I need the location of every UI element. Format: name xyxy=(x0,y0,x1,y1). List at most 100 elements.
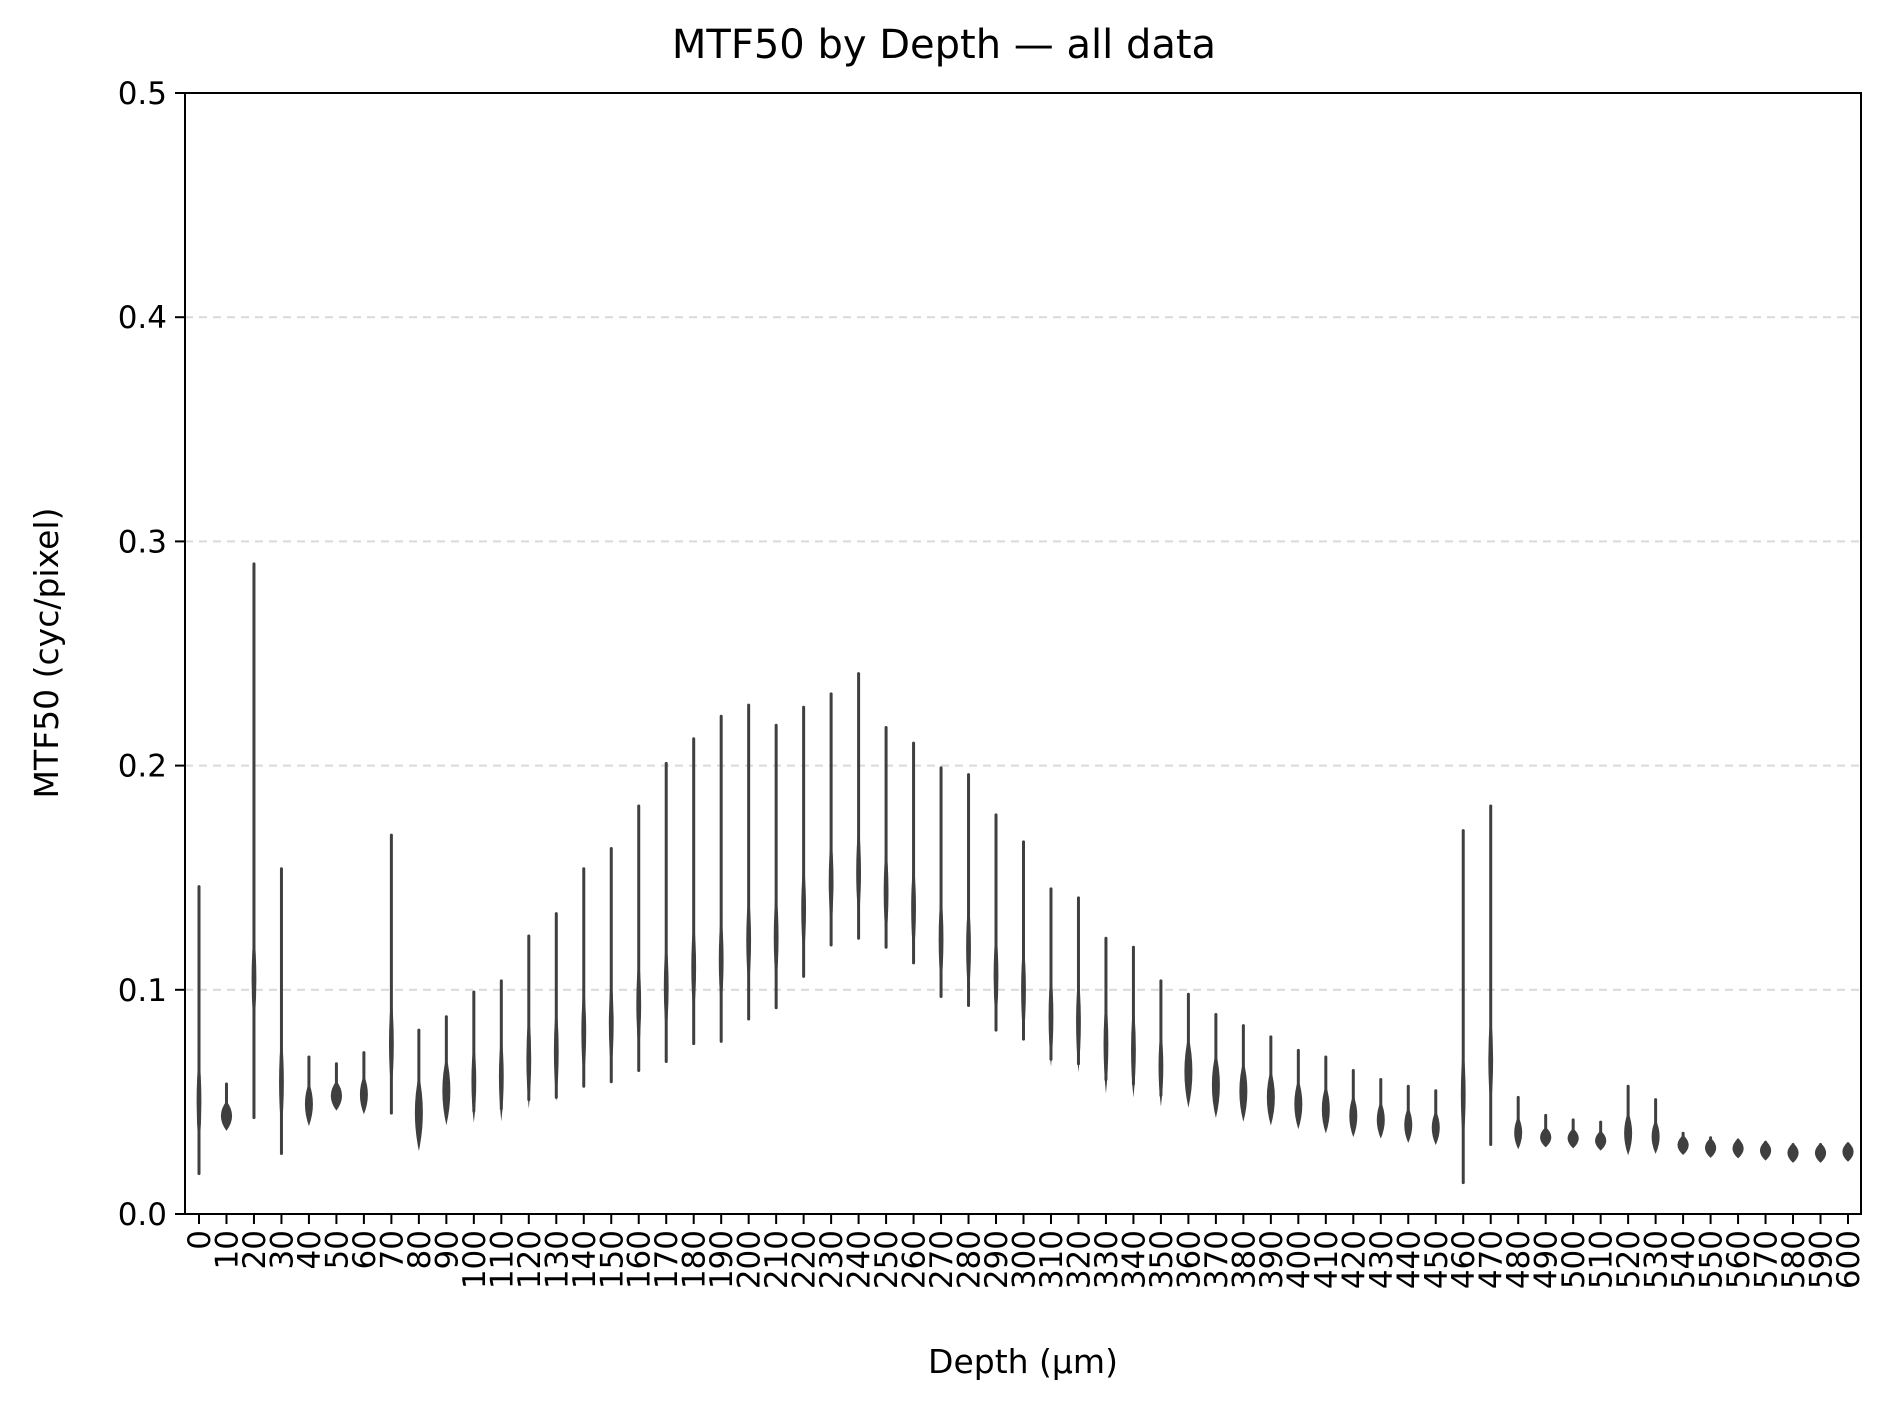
x-tick-label: 310 xyxy=(1034,1230,1070,1289)
violin-400 xyxy=(1294,1048,1303,1130)
violin-10 xyxy=(220,1082,233,1131)
violin-450 xyxy=(1431,1089,1440,1145)
violin-60 xyxy=(359,1051,368,1115)
violin-body xyxy=(1567,1128,1579,1149)
x-tick-label: 50 xyxy=(319,1230,355,1269)
x-tick-label: 20 xyxy=(237,1230,273,1269)
x-tick-label: 240 xyxy=(842,1230,878,1289)
violin-0 xyxy=(196,885,202,1176)
x-tick-label: 200 xyxy=(732,1230,768,1289)
plot-frame xyxy=(184,92,1862,1215)
violin-460 xyxy=(1460,829,1466,1185)
x-tick-label: 580 xyxy=(1776,1230,1812,1289)
violin-370 xyxy=(1211,1012,1220,1119)
x-tick-label: 520 xyxy=(1611,1230,1647,1289)
violin-body xyxy=(581,981,587,1082)
violin-body xyxy=(304,1082,313,1127)
violin-120 xyxy=(526,934,532,1109)
violin-body xyxy=(1131,1001,1136,1098)
x-tick-label: 90 xyxy=(429,1230,465,1269)
violin-100 xyxy=(471,990,477,1123)
violin-350 xyxy=(1158,979,1164,1107)
violin-body xyxy=(1294,1079,1303,1130)
x-tick-label: 60 xyxy=(347,1230,383,1269)
violin-body xyxy=(526,1008,532,1109)
x-tick-label: 110 xyxy=(484,1230,520,1289)
violin-body xyxy=(414,1074,423,1151)
violin-320 xyxy=(1076,896,1081,1073)
violin-body xyxy=(1842,1141,1854,1162)
violin-body xyxy=(746,890,752,991)
x-tick-label: 220 xyxy=(787,1230,823,1289)
x-tick-label: 150 xyxy=(594,1230,630,1289)
violin-body xyxy=(1759,1140,1772,1161)
x-tick-label: 560 xyxy=(1721,1230,1757,1289)
x-tick-label: 330 xyxy=(1089,1230,1125,1289)
violin-body xyxy=(388,993,394,1094)
violin-body xyxy=(1103,994,1109,1094)
violin-430 xyxy=(1376,1077,1385,1139)
x-tick-label: 120 xyxy=(512,1230,548,1289)
x-tick-label: 180 xyxy=(677,1230,713,1289)
y-tick-label: 0.1 xyxy=(118,973,167,1009)
violin-body xyxy=(828,832,834,933)
violin-body xyxy=(330,1080,343,1111)
violin-220 xyxy=(801,705,807,978)
x-tick-label: 0 xyxy=(182,1230,218,1250)
x-tick-label: 80 xyxy=(402,1230,438,1269)
x-tick-label: 130 xyxy=(539,1230,575,1289)
violin-340 xyxy=(1131,945,1136,1098)
violin-140 xyxy=(581,867,587,1088)
x-tick-label: 460 xyxy=(1446,1230,1482,1289)
violin-260 xyxy=(911,741,916,965)
violin-body xyxy=(1076,972,1081,1073)
x-tick-label: 380 xyxy=(1226,1230,1262,1289)
violin-body xyxy=(856,822,861,923)
violin-470 xyxy=(1488,804,1494,1146)
violin-250 xyxy=(883,725,889,949)
violin-body xyxy=(1514,1116,1523,1150)
x-tick-label: 230 xyxy=(814,1230,850,1289)
x-tick-label: 440 xyxy=(1391,1230,1427,1289)
violin-480 xyxy=(1514,1095,1523,1150)
violin-200 xyxy=(746,703,752,1021)
violin-body xyxy=(279,1032,284,1133)
violin-body xyxy=(471,1039,477,1123)
violin-380 xyxy=(1239,1024,1248,1122)
x-tick-label: 500 xyxy=(1556,1230,1592,1289)
violin-body xyxy=(1488,1009,1494,1110)
x-tick-label: 370 xyxy=(1199,1230,1235,1289)
x-tick-label: 450 xyxy=(1419,1230,1455,1289)
violin-body xyxy=(883,842,889,943)
violin-body xyxy=(1460,1044,1466,1145)
x-tick-label: 410 xyxy=(1309,1230,1345,1289)
x-tick-label: 100 xyxy=(457,1230,493,1289)
violin-body xyxy=(498,1031,504,1122)
violin-520 xyxy=(1624,1084,1633,1156)
violin-body xyxy=(1732,1138,1744,1159)
violin-body xyxy=(773,887,779,988)
violin-body xyxy=(1211,1052,1220,1119)
violin-190 xyxy=(718,714,724,1043)
violin-180 xyxy=(691,737,697,1046)
violin-body xyxy=(1651,1119,1660,1154)
x-tick-label: 30 xyxy=(264,1230,300,1269)
x-tick-label: 420 xyxy=(1336,1230,1372,1289)
violin-530 xyxy=(1651,1098,1660,1154)
violin-body xyxy=(1376,1101,1385,1139)
violin-580 xyxy=(1787,1142,1799,1163)
x-tick-label: 170 xyxy=(649,1230,685,1289)
y-axis-ticks: 0.0 0.1 0.2 0.3 0.4 0.5 xyxy=(118,76,185,1233)
violin-body xyxy=(938,889,944,990)
violin-330 xyxy=(1103,936,1109,1094)
violin-70 xyxy=(388,833,394,1115)
x-tick-label: 160 xyxy=(622,1230,658,1289)
x-tick-label: 40 xyxy=(292,1230,328,1269)
violin-50 xyxy=(330,1062,343,1111)
violin-160 xyxy=(636,804,642,1073)
x-tick-label: 190 xyxy=(704,1230,740,1289)
x-tick-label: 300 xyxy=(1007,1230,1043,1289)
x-tick-label: 390 xyxy=(1254,1230,1290,1289)
violin-body xyxy=(911,857,916,958)
